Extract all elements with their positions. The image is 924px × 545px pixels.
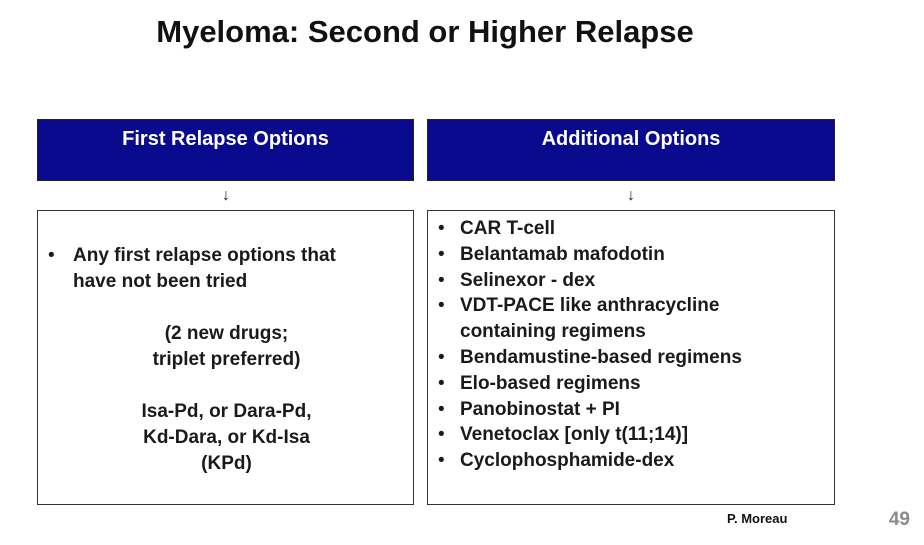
- first-relapse-box: • Any first relapse options that have no…: [37, 210, 414, 505]
- regimen-line-2: Kd-Dara, or Kd-Isa: [143, 427, 310, 448]
- list-item: • Venetoclax [only t(11;14)]: [438, 422, 828, 448]
- list-item: • Selinexor - dex: [438, 268, 828, 294]
- additional-options-box: • CAR T-cell • Belantamab mafodotin • Selin…: [427, 210, 835, 505]
- list-item: • VDT-PACE like anthracycline containing…: [438, 293, 828, 345]
- regimen-line-3: (KPd): [201, 453, 252, 474]
- first-relapse-header: First Relapse Options: [37, 119, 414, 181]
- regimen-examples: Isa-Pd, or Dara-Pd, Kd-Dara, or Kd-Isa (…: [38, 399, 415, 477]
- bullet-icon: •: [438, 269, 445, 291]
- bullet-icon: •: [438, 372, 445, 394]
- additional-options-header: Additional Options: [427, 119, 835, 181]
- bullet-icon: •: [438, 243, 445, 265]
- bullet-icon: •: [48, 245, 55, 266]
- drug-note-line-1: (2 new drugs;: [164, 323, 289, 344]
- bullet-icon: •: [438, 346, 445, 368]
- list-item: • Cyclophosphamide-dex: [438, 448, 828, 474]
- bullet-text: Any first relapse options that have not …: [73, 243, 336, 295]
- bullet-icon: •: [438, 218, 445, 239]
- bullet-icon: •: [438, 424, 445, 446]
- author-credit: P. Moreau: [727, 511, 788, 526]
- down-arrow-icon: ↓: [627, 187, 635, 204]
- bullet-text-line-2: have not been tried: [73, 271, 248, 292]
- drug-note-line-2: triplet preferred): [152, 349, 301, 370]
- regimen-line-1: Isa-Pd, or Dara-Pd,: [141, 401, 312, 422]
- list-item-continuation: containing regimens: [460, 321, 646, 343]
- bullet-text-line-1: Any first relapse options that: [73, 245, 336, 266]
- list-item: • Elo-based regimens: [438, 371, 828, 397]
- bullet-icon: •: [438, 398, 445, 420]
- additional-options-list: • CAR T-cell • Belantamab mafodotin • Selin…: [438, 216, 828, 474]
- down-arrow-icon: ↓: [222, 187, 230, 204]
- bullet-icon: •: [438, 450, 445, 472]
- first-relapse-bullet: • Any first relapse options that have no…: [48, 243, 403, 295]
- list-item: • Belantamab mafodotin: [438, 242, 828, 268]
- slide-title: Myeloma: Second or Higher Relapse: [156, 14, 694, 49]
- list-item: • Bendamustine-based regimens: [438, 345, 828, 371]
- list-item: • Panobinostat + PI: [438, 397, 828, 423]
- slide-number: 49: [888, 509, 910, 530]
- list-item: • CAR T-cell: [438, 216, 828, 242]
- drug-note: (2 new drugs; triplet preferred): [38, 321, 415, 373]
- bullet-icon: •: [438, 295, 445, 317]
